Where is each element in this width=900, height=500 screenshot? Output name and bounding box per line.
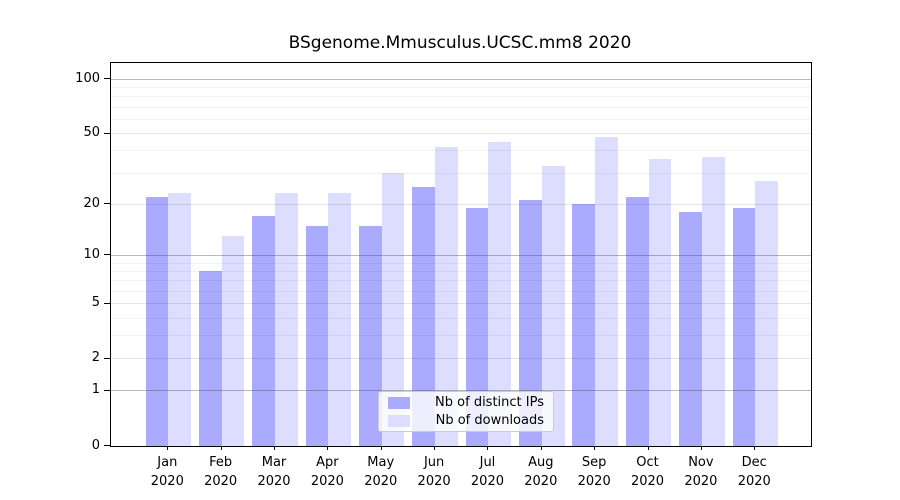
x-axis-tick [487, 446, 489, 450]
legend: Nb of distinct IPs Nb of downloads [378, 391, 554, 432]
bar-nb-of-distinct-ips-mar [252, 216, 275, 446]
y-axis-tick-label: 20 [83, 195, 100, 211]
y-axis-tick [104, 357, 110, 359]
x-axis-tick-label: Jul 2020 [470, 455, 504, 489]
bar-nb-of-downloads-may [381, 173, 405, 446]
bar-nb-of-distinct-ips-oct [625, 196, 649, 446]
y-axis-tick [104, 445, 110, 446]
x-axis-tick [754, 446, 756, 450]
gridline [111, 78, 811, 80]
x-axis-tick [274, 446, 276, 450]
bar-nb-of-distinct-ips-aug [519, 200, 542, 446]
bar-nb-of-distinct-ips-dec [732, 207, 756, 446]
gridline [111, 118, 811, 120]
chart-title: BSgenome.Mmusculus.UCSC.mm8 2020 [288, 33, 632, 53]
y-axis-tick [104, 132, 110, 134]
gridline [111, 317, 811, 319]
bar-nb-of-distinct-ips-jan [145, 196, 169, 446]
gridline [111, 358, 811, 360]
legend-label: Nb of distinct IPs [435, 395, 544, 410]
gridline [111, 303, 811, 305]
bar-nb-of-distinct-ips-may [359, 225, 382, 446]
y-axis-tick [104, 254, 110, 256]
x-axis-tick-label: Mar 2020 [257, 455, 291, 489]
gridline [111, 290, 811, 292]
legend-item: Nb of downloads [388, 413, 544, 428]
x-axis-tick-label: Apr 2020 [310, 455, 344, 489]
x-axis-tick-label: May 2020 [364, 455, 398, 489]
x-axis-tick [647, 446, 649, 450]
bar-nb-of-distinct-ips-feb [198, 271, 222, 446]
bar-nb-of-downloads-oct [648, 159, 672, 446]
bar-nb-of-distinct-ips-sep [572, 204, 596, 446]
x-axis-tick-label: Oct 2020 [630, 455, 665, 489]
x-axis-tick [540, 446, 542, 450]
gridline [111, 150, 811, 152]
bar-nb-of-downloads-sep [595, 136, 618, 446]
bar-nb-of-downloads-jun [435, 147, 458, 446]
bar-nb-of-distinct-ips-jun [412, 187, 436, 446]
y-axis-tick-label: 2 [91, 350, 100, 366]
x-axis-tick-label: Aug 2020 [524, 455, 558, 489]
gridline [111, 270, 811, 272]
bar-nb-of-downloads-nov [701, 156, 725, 446]
y-axis-tick-label: 50 [83, 125, 100, 140]
y-axis-tick-label: 0 [91, 437, 100, 453]
bar-nb-of-downloads-apr [328, 193, 352, 446]
y-axis-tick-label: 100 [75, 70, 100, 86]
gridline [111, 254, 811, 256]
gridline [111, 203, 811, 205]
x-axis-tick-label: Nov 2020 [684, 455, 718, 489]
bar-nb-of-downloads-mar [275, 193, 298, 446]
gridline [111, 390, 811, 392]
bar-nb-of-distinct-ips-jul [465, 207, 489, 446]
x-axis-tick-label: Dec 2020 [737, 455, 771, 489]
y-axis-tick-label: 5 [91, 295, 100, 311]
y-axis-tick-label: 10 [83, 246, 100, 262]
bar-nb-of-downloads-dec [755, 181, 778, 446]
bar-nb-of-downloads-aug [541, 165, 565, 446]
x-axis-tick-label: Jun 2020 [417, 455, 451, 489]
gridline [111, 86, 811, 88]
y-axis-tick [104, 302, 110, 304]
legend-item: Nb of distinct IPs [388, 395, 544, 410]
bar-nb-of-downloads-jul [488, 141, 512, 446]
x-axis-tick [700, 446, 702, 450]
gridline [111, 172, 811, 174]
gridline [111, 262, 811, 264]
gridline [111, 106, 811, 108]
legend-swatch [388, 396, 410, 409]
x-axis-tick-label: Sep 2020 [577, 455, 611, 489]
gridline [111, 96, 811, 98]
x-axis-tick [380, 446, 382, 450]
bar-nb-of-distinct-ips-nov [679, 212, 702, 446]
y-axis-tick [104, 78, 110, 80]
x-axis-tick-label: Jan 2020 [150, 455, 184, 489]
legend-swatch [388, 414, 410, 427]
gridline [111, 280, 811, 282]
bar-nb-of-downloads-jan [168, 193, 191, 446]
bar-nb-of-downloads-feb [221, 236, 245, 446]
plot-area [110, 62, 812, 447]
gridline [111, 335, 811, 337]
y-axis-tick [104, 389, 110, 391]
legend-label: Nb of downloads [435, 413, 544, 428]
y-axis-tick [104, 203, 110, 205]
x-axis-tick [594, 446, 596, 450]
x-axis-tick [220, 446, 222, 450]
y-axis-tick-label: 1 [91, 382, 100, 398]
gridline [111, 133, 811, 134]
x-axis-tick [167, 446, 169, 450]
x-axis-tick [327, 446, 329, 450]
x-axis-tick [434, 446, 436, 450]
x-axis-tick-label: Feb 2020 [204, 455, 238, 489]
bar-nb-of-distinct-ips-apr [305, 225, 329, 446]
